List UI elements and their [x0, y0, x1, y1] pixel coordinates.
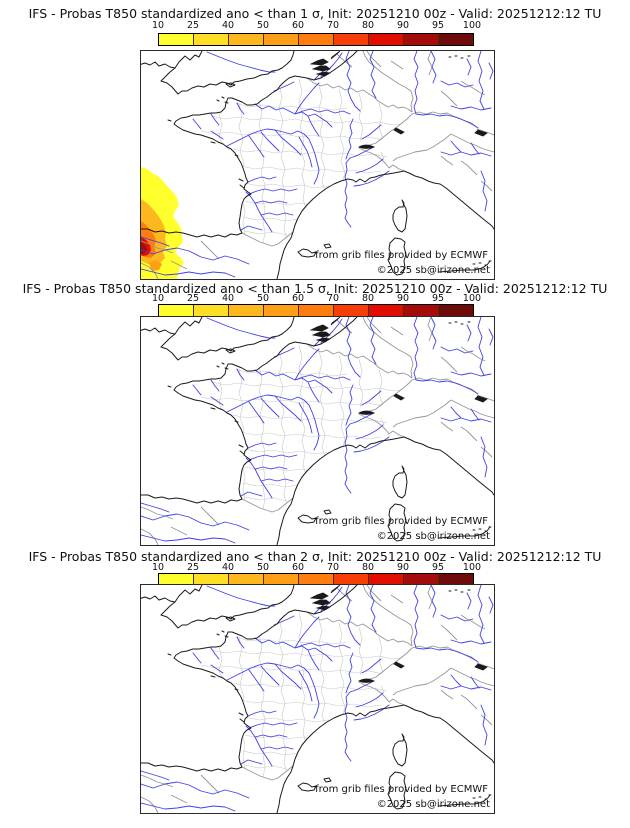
tick-label: 70 [326, 293, 340, 304]
colorbar-segment [159, 305, 193, 316]
tick-label: 40 [221, 20, 235, 31]
tick-label: 70 [326, 562, 340, 573]
colorbar-tick-labels: 10 25 40 50 60 70 80 90 95 100 [152, 293, 481, 305]
tick-label: 60 [291, 293, 305, 304]
tick-label: 25 [186, 293, 200, 304]
tick-label: 50 [256, 20, 270, 31]
colorbar-segment [403, 34, 438, 45]
colorbar-segment [159, 34, 193, 45]
tick-label: 100 [462, 562, 482, 573]
tick-label: 50 [256, 562, 270, 573]
colorbar-segment [263, 305, 298, 316]
colorbar-segment [193, 34, 228, 45]
page-title: IFS - Probas T850 standardized ano < tha… [22, 281, 608, 296]
probability-colorbar [158, 33, 474, 46]
colorbar-segment [438, 574, 473, 585]
tick-label: 90 [396, 20, 410, 31]
colorbar-tick-labels: 10 25 40 50 60 70 80 90 95 100 [152, 20, 481, 32]
colorbar-segment [298, 574, 333, 585]
colorbar-segment [263, 34, 298, 45]
colorbar-segment [333, 305, 368, 316]
page-title: IFS - Probas T850 standardized ano < tha… [28, 6, 602, 21]
colorbar-segment [438, 34, 473, 45]
tick-label: 100 [462, 293, 482, 304]
tick-label: 100 [462, 20, 482, 31]
map-france-sigma-1 [140, 50, 495, 280]
probability-colorbar [158, 573, 474, 586]
colorbar-segment [403, 574, 438, 585]
page-title: IFS - Probas T850 standardized ano < tha… [28, 549, 602, 564]
colorbar-segment [193, 305, 228, 316]
shading-50pct [149, 260, 162, 271]
tick-label: 95 [431, 562, 445, 573]
shading-90pct [141, 242, 147, 254]
colorbar-segment [263, 574, 298, 585]
tick-label: 70 [326, 20, 340, 31]
tick-label: 80 [361, 293, 375, 304]
colorbar-segment [403, 305, 438, 316]
colorbar-segment [368, 574, 403, 585]
colorbar-segment [368, 34, 403, 45]
tick-label: 25 [186, 562, 200, 573]
colorbar-segment [159, 574, 193, 585]
colorbar-segment [298, 305, 333, 316]
tick-label: 60 [291, 562, 305, 573]
colorbar-tick-labels: 10 25 40 50 60 70 80 90 95 100 [152, 562, 481, 574]
tick-label: 10 [151, 20, 165, 31]
probability-shading [141, 167, 184, 279]
map-france-sigma-2 [140, 584, 495, 814]
tick-label: 60 [291, 20, 305, 31]
map-france-sigma-1-5 [140, 316, 495, 546]
tick-label: 50 [256, 293, 270, 304]
tick-label: 10 [151, 562, 165, 573]
colorbar-segment [228, 574, 263, 585]
tick-label: 80 [361, 562, 375, 573]
colorbar-segment [228, 34, 263, 45]
tick-label: 40 [221, 562, 235, 573]
colorbar-segment [368, 305, 403, 316]
tick-label: 25 [186, 20, 200, 31]
colorbar-segment [298, 34, 333, 45]
tick-label: 90 [396, 293, 410, 304]
colorbar-segment [193, 574, 228, 585]
tick-label: 95 [431, 293, 445, 304]
colorbar-segment [438, 305, 473, 316]
tick-label: 90 [396, 562, 410, 573]
colorbar-segment [333, 34, 368, 45]
tick-label: 40 [221, 293, 235, 304]
tick-label: 80 [361, 20, 375, 31]
colorbar-segment [228, 305, 263, 316]
colorbar-segment [333, 574, 368, 585]
tick-label: 95 [431, 20, 445, 31]
tick-label: 10 [151, 293, 165, 304]
